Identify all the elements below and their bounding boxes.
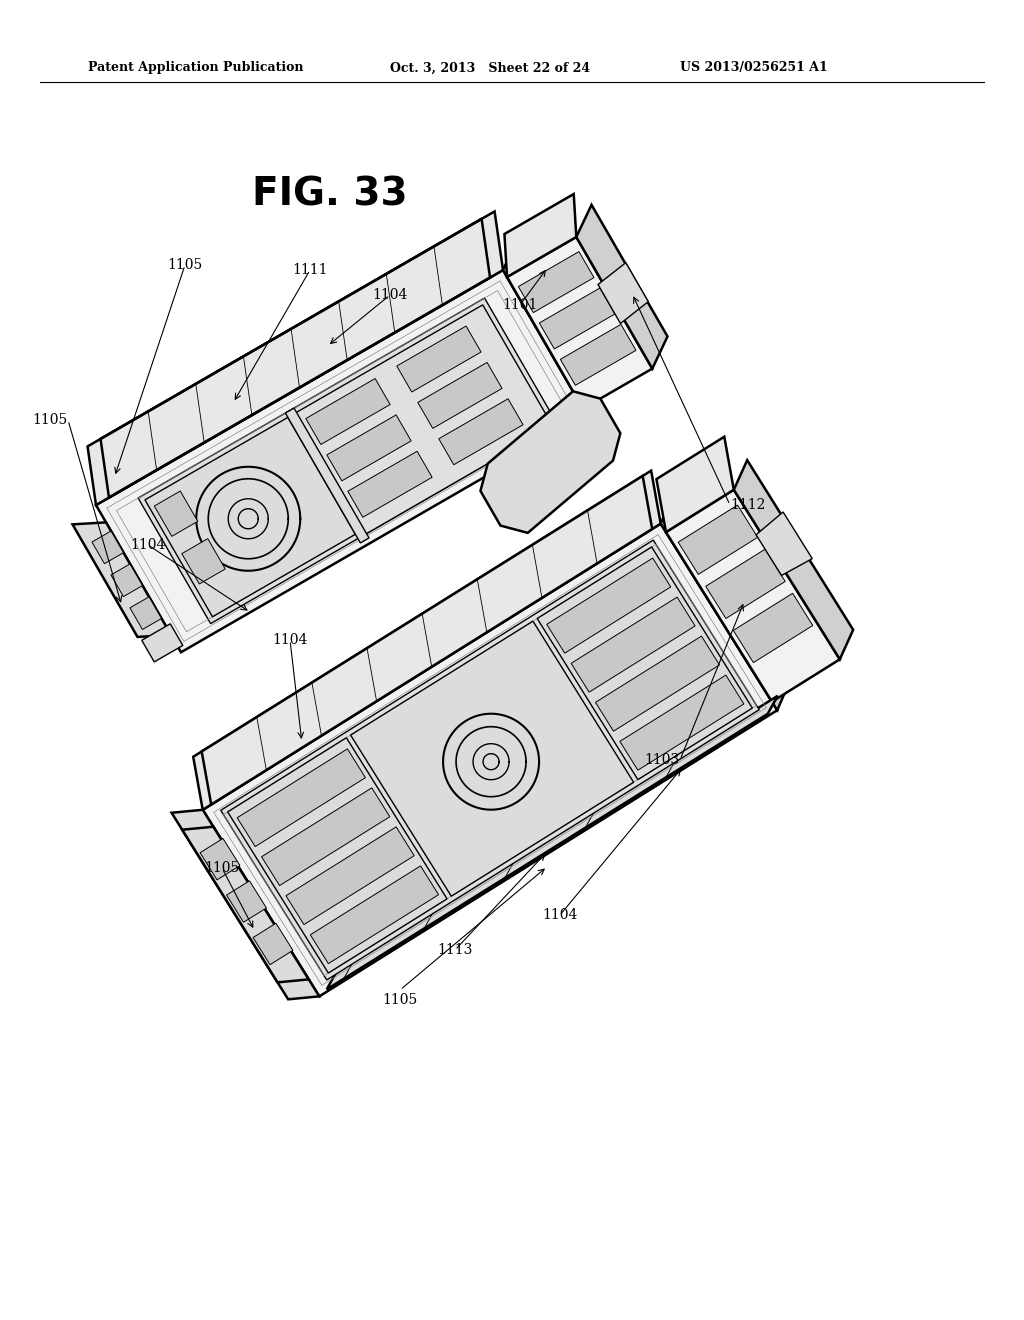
Polygon shape (596, 636, 720, 731)
Polygon shape (261, 788, 390, 886)
Polygon shape (194, 471, 660, 809)
Polygon shape (503, 235, 604, 417)
Polygon shape (221, 540, 759, 979)
Polygon shape (182, 826, 308, 982)
Polygon shape (507, 238, 652, 409)
Text: 1104: 1104 (543, 908, 578, 921)
Text: 1105: 1105 (33, 413, 68, 426)
Polygon shape (227, 738, 447, 973)
Polygon shape (733, 593, 813, 663)
Polygon shape (372, 647, 607, 879)
Text: FIG. 33: FIG. 33 (252, 176, 408, 214)
Text: 1103: 1103 (645, 752, 680, 767)
Polygon shape (203, 524, 777, 997)
Polygon shape (155, 491, 198, 536)
Polygon shape (418, 363, 502, 429)
Polygon shape (111, 564, 142, 597)
Polygon shape (100, 219, 490, 498)
Polygon shape (92, 531, 124, 564)
Polygon shape (678, 506, 758, 574)
Polygon shape (130, 597, 162, 630)
Polygon shape (706, 549, 785, 619)
Polygon shape (560, 325, 636, 385)
Polygon shape (348, 451, 432, 517)
Polygon shape (598, 263, 648, 323)
Polygon shape (141, 624, 183, 661)
Polygon shape (286, 826, 414, 924)
Text: 1101: 1101 (503, 298, 538, 312)
Polygon shape (327, 696, 777, 990)
Polygon shape (480, 391, 621, 533)
Polygon shape (577, 205, 668, 368)
Polygon shape (518, 252, 594, 313)
Polygon shape (253, 923, 293, 965)
Polygon shape (540, 288, 615, 348)
Polygon shape (96, 271, 588, 652)
Polygon shape (202, 477, 652, 804)
Polygon shape (164, 441, 333, 602)
Polygon shape (538, 546, 753, 780)
Polygon shape (547, 558, 671, 653)
Text: 1105: 1105 (382, 993, 418, 1007)
Polygon shape (292, 305, 553, 536)
Polygon shape (505, 194, 577, 277)
Text: Patent Application Publication: Patent Application Publication (88, 62, 303, 74)
Polygon shape (138, 298, 557, 623)
Text: US 2013/0256251 A1: US 2013/0256251 A1 (680, 62, 827, 74)
Polygon shape (660, 491, 792, 710)
Polygon shape (200, 838, 240, 880)
Polygon shape (238, 748, 366, 846)
Polygon shape (327, 414, 411, 480)
Polygon shape (306, 379, 390, 445)
Text: 1105: 1105 (205, 861, 240, 875)
Text: 1112: 1112 (730, 498, 765, 512)
Polygon shape (734, 461, 853, 659)
Polygon shape (666, 490, 840, 702)
Text: 1111: 1111 (292, 263, 328, 277)
Polygon shape (145, 417, 355, 616)
Polygon shape (310, 866, 438, 964)
Polygon shape (286, 408, 369, 543)
Polygon shape (571, 597, 695, 692)
Polygon shape (438, 399, 523, 465)
Polygon shape (182, 539, 225, 583)
Text: 1113: 1113 (437, 942, 473, 957)
Polygon shape (756, 512, 812, 576)
Polygon shape (172, 809, 319, 999)
Text: 1105: 1105 (167, 257, 203, 272)
Polygon shape (87, 211, 503, 506)
Text: 1104: 1104 (373, 288, 408, 302)
Text: 1104: 1104 (130, 539, 166, 552)
Polygon shape (656, 437, 734, 532)
Polygon shape (73, 523, 171, 638)
Polygon shape (350, 622, 634, 896)
Polygon shape (396, 326, 481, 392)
Polygon shape (226, 880, 266, 923)
Text: Oct. 3, 2013   Sheet 22 of 24: Oct. 3, 2013 Sheet 22 of 24 (390, 62, 590, 74)
Text: 1104: 1104 (272, 634, 307, 647)
Polygon shape (620, 675, 743, 770)
